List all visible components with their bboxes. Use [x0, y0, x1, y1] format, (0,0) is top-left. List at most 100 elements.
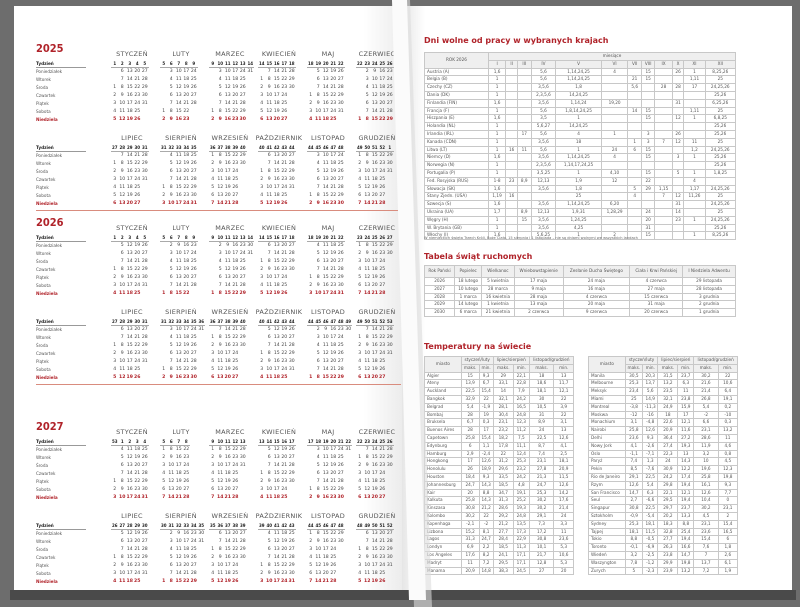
- week-number: 48: [337, 523, 345, 530]
- day: 27: [379, 283, 386, 288]
- day: 5: [113, 117, 117, 122]
- day: 7: [267, 343, 271, 348]
- month-grid: 5 1 2 6 3 4 5 6 7 8 9 7 10 11 12 13 14 15 16 8 17 18 19 20 21 22 2…: [157, 60, 205, 124]
- week-column: 7 9 10 11 12 13 14 15: [175, 234, 183, 298]
- day: 12: [119, 117, 126, 122]
- day: 9: [218, 555, 222, 560]
- week-number: 14: [246, 61, 254, 68]
- day: 10: [315, 291, 322, 296]
- day: 4: [316, 243, 320, 248]
- day: 14: [175, 101, 182, 106]
- day: 17: [371, 563, 378, 568]
- week-number: 1: [386, 144, 394, 152]
- day: 28: [337, 267, 344, 272]
- day: 13: [168, 487, 175, 492]
- month-3: KWIECIEŃ 14 1 2 3 4 5 15 6 7 8 9 10 11 12 16 13 14 15 16 17 1…: [255, 224, 303, 298]
- week-column: 46 15 16 17 18 19 20 21: [322, 522, 330, 586]
- week-column: 52 22 23 24 25 26 27 28: [378, 144, 386, 208]
- day: 13: [273, 243, 280, 248]
- day: 12: [273, 539, 280, 544]
- day: 26: [190, 85, 197, 90]
- day: 14: [364, 201, 371, 206]
- day: 1: [162, 579, 166, 584]
- day: 19: [273, 291, 280, 296]
- day: 18: [371, 571, 378, 576]
- day: 2: [113, 487, 117, 492]
- day: 29: [239, 153, 246, 158]
- week-column: 17 26 27 28 29 30: [288, 438, 296, 502]
- day: 14: [175, 283, 182, 288]
- week-number: 22: [344, 439, 352, 446]
- week-number: 40: [239, 319, 247, 326]
- day: 22: [183, 447, 190, 452]
- day: 21: [134, 153, 141, 158]
- week-column: 12 17 18 19 20 21 22 23: [231, 60, 239, 124]
- day: 1: [309, 375, 313, 380]
- day: 17: [183, 539, 190, 544]
- table-row: Meksyk 23,4 5,6 23,5 11 21,4 6,4: [588, 387, 739, 396]
- week-number: 14: [246, 235, 254, 242]
- table-row: Montreal -3,8 -11,3 24,9 15,9 5,4 0,2: [588, 402, 739, 412]
- holiday-cell: [654, 231, 673, 241]
- week-column: 23 1 2 3 4 5 6 7: [356, 234, 364, 298]
- day: 20: [371, 495, 378, 500]
- day: 10: [266, 93, 273, 98]
- day: 7: [267, 463, 271, 468]
- weekday-labels: Tydzień Poniedziałek Wtorek Środa Czwartek Pi…: [36, 522, 86, 586]
- day: 1: [162, 185, 166, 190]
- day: 2: [260, 177, 264, 182]
- day: 18: [175, 471, 182, 476]
- day: 19: [134, 455, 141, 460]
- week-number: 6: [167, 234, 175, 242]
- day: 5: [316, 251, 320, 256]
- day: 10: [322, 447, 329, 452]
- day: 7: [267, 251, 271, 256]
- day: 10: [119, 495, 126, 500]
- day: 20: [183, 93, 190, 98]
- day: 15: [224, 335, 231, 340]
- day: 7: [309, 579, 313, 584]
- day: 9: [316, 283, 320, 288]
- month-name: MAJ: [321, 50, 335, 58]
- day: 11: [119, 291, 126, 296]
- temp-cell: 38,3: [492, 566, 514, 576]
- month-name: LISTOPAD: [310, 308, 346, 316]
- week-column: 31 1 2 3: [160, 144, 168, 208]
- day: 4: [211, 359, 215, 364]
- week-column: 15 6 7 8 9 10 11 12: [265, 234, 273, 298]
- day: 2: [260, 85, 264, 90]
- day: 13: [322, 77, 329, 82]
- day: 18: [126, 367, 133, 372]
- day: 28: [379, 291, 386, 296]
- day: 7: [120, 335, 124, 340]
- week-column: 47 22 23 24 25 26 27 28: [329, 522, 337, 586]
- day: 14: [371, 539, 378, 544]
- day: 29: [190, 367, 197, 372]
- day: 22: [379, 243, 386, 248]
- day: 27: [288, 243, 295, 248]
- week-column: 14 30 31: [246, 234, 254, 298]
- month-grid: 26 1 2 3 4 27 5 6 7 8 9 10 11 28 12 13 14 15 16 17 18 29 19 20 2…: [108, 522, 156, 586]
- week-number: 37: [216, 145, 224, 152]
- half-year: Tydzień Poniedziałek Wtorek Środa Czwartek Pi…: [36, 308, 406, 388]
- day: 28: [337, 479, 344, 484]
- week-column: 35 30 31: [197, 522, 205, 586]
- week-number: 31: [141, 145, 149, 152]
- month-name: LISTOPAD: [310, 512, 346, 520]
- day: 17: [330, 447, 337, 452]
- month-grid: 30 1 31 2 3 4 5 6 7 8 32 9 10 11 12 13 14 15 33 16 17 18 19 20 2…: [157, 522, 205, 586]
- week-number: 36: [209, 319, 217, 326]
- day: 9: [373, 69, 377, 74]
- day: 30: [288, 177, 295, 182]
- day: 15: [175, 579, 182, 584]
- weekday-label: Czwartek: [36, 177, 56, 182]
- day: 2: [211, 117, 215, 122]
- week-column: 17 1 2: [307, 438, 315, 502]
- week-number: 49: [344, 319, 352, 326]
- day: 11: [364, 177, 371, 182]
- day: 13: [273, 455, 280, 460]
- day: 28: [232, 495, 239, 500]
- day: 6: [358, 283, 362, 288]
